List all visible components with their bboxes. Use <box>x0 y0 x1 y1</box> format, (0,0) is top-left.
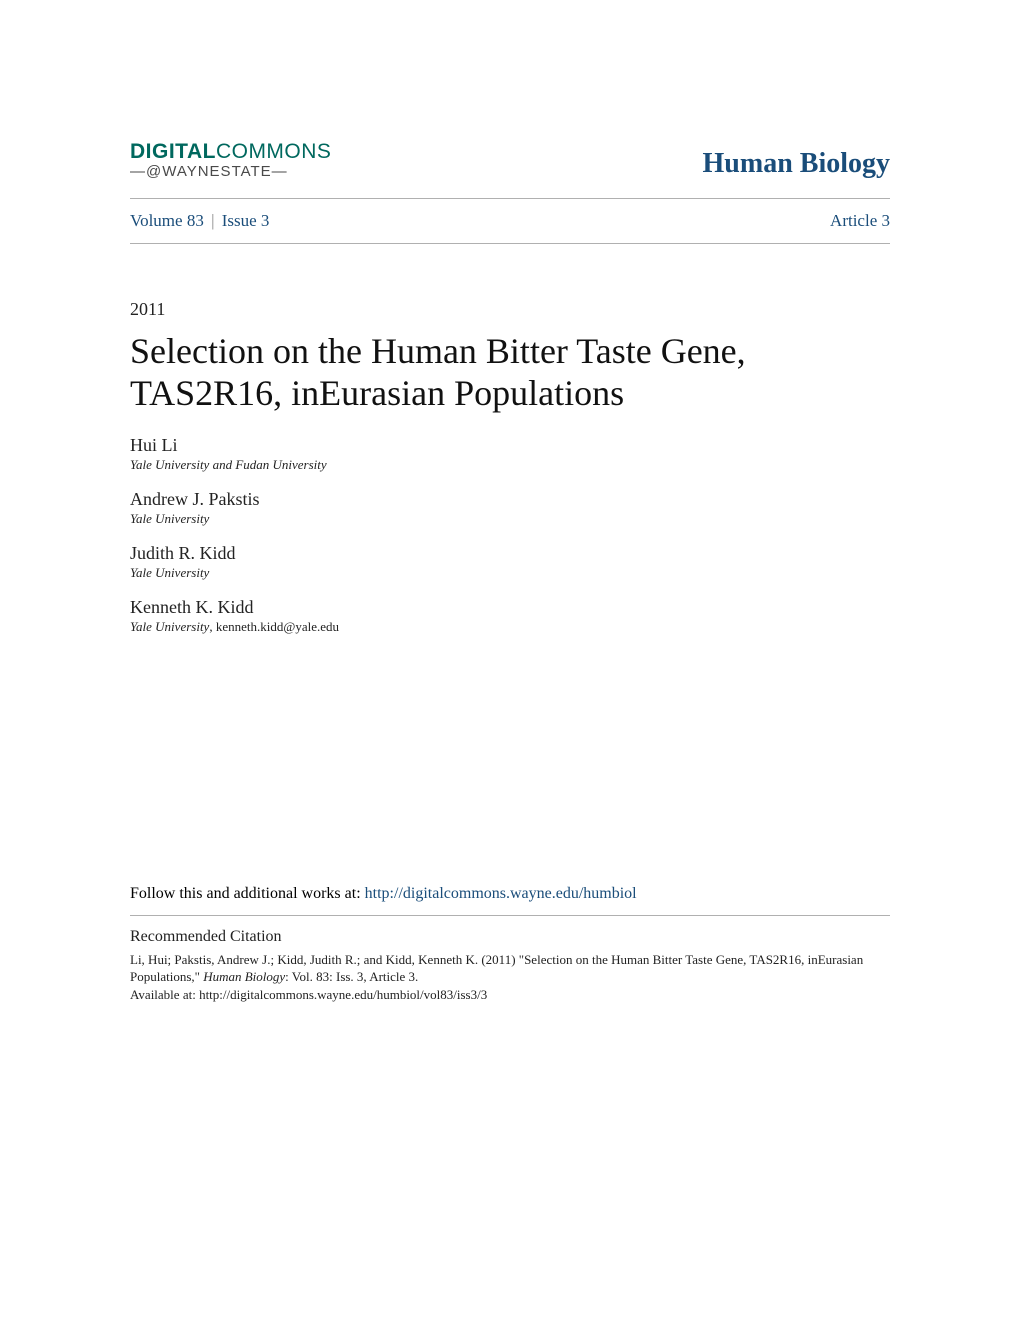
author-block: Hui Li Yale University and Fudan Univers… <box>130 435 890 473</box>
divider-nav <box>130 243 890 244</box>
citation-line2: : Vol. 83: Iss. 3, Article 3. <box>285 969 418 984</box>
author-name: Kenneth K. Kidd <box>130 597 890 618</box>
author-name: Andrew J. Pakstis <box>130 489 890 510</box>
citation-heading: Recommended Citation <box>130 928 890 946</box>
repository-logo[interactable]: DIGITALCOMMONS —@WAYNESTATE— <box>130 140 331 180</box>
nav-separator: | <box>211 211 214 230</box>
citation-section: Recommended Citation Li, Hui; Pakstis, A… <box>130 928 890 1004</box>
logo-line1: DIGITALCOMMONS <box>130 140 331 164</box>
article-title: Selection on the Human Bitter Taste Gene… <box>130 330 890 415</box>
author-block: Judith R. Kidd Yale University <box>130 543 890 581</box>
journal-title-link[interactable]: Human Biology <box>703 148 890 180</box>
volume-link[interactable]: Volume 83 <box>130 211 204 230</box>
author-affiliation: Yale University, kenneth.kidd@yale.edu <box>130 619 890 635</box>
nav-row: Volume 83 | Issue 3 Article 3 <box>130 199 890 243</box>
volume-issue: Volume 83 | Issue 3 <box>130 211 269 231</box>
citation-url: Available at: http://digitalcommons.wayn… <box>130 987 487 1002</box>
author-block: Kenneth K. Kidd Yale University, kenneth… <box>130 597 890 635</box>
follow-link[interactable]: http://digitalcommons.wayne.edu/humbiol <box>365 885 637 902</box>
follow-section: Follow this and additional works at: htt… <box>130 885 890 915</box>
citation-journal: Human Biology <box>203 969 285 984</box>
logo-text-commons: COMMONS <box>216 140 332 163</box>
author-block: Andrew J. Pakstis Yale University <box>130 489 890 527</box>
divider-citation <box>130 915 890 916</box>
header-row: DIGITALCOMMONS —@WAYNESTATE— Human Biolo… <box>130 140 890 180</box>
issue-link[interactable]: Issue 3 <box>222 211 270 230</box>
author-affiliation: Yale University and Fudan University <box>130 457 890 473</box>
publication-year: 2011 <box>130 299 890 320</box>
author-affiliation: Yale University <box>130 511 890 527</box>
follow-text: Follow this and additional works at: <box>130 885 365 902</box>
logo-line2: —@WAYNESTATE— <box>130 163 331 180</box>
citation-text: Li, Hui; Pakstis, Andrew J.; Kidd, Judit… <box>130 951 890 1004</box>
article-link[interactable]: Article 3 <box>830 211 890 231</box>
author-affiliation: Yale University <box>130 565 890 581</box>
logo-text-digital: DIGITAL <box>130 140 216 163</box>
author-name: Hui Li <box>130 435 890 456</box>
author-name: Judith R. Kidd <box>130 543 890 564</box>
